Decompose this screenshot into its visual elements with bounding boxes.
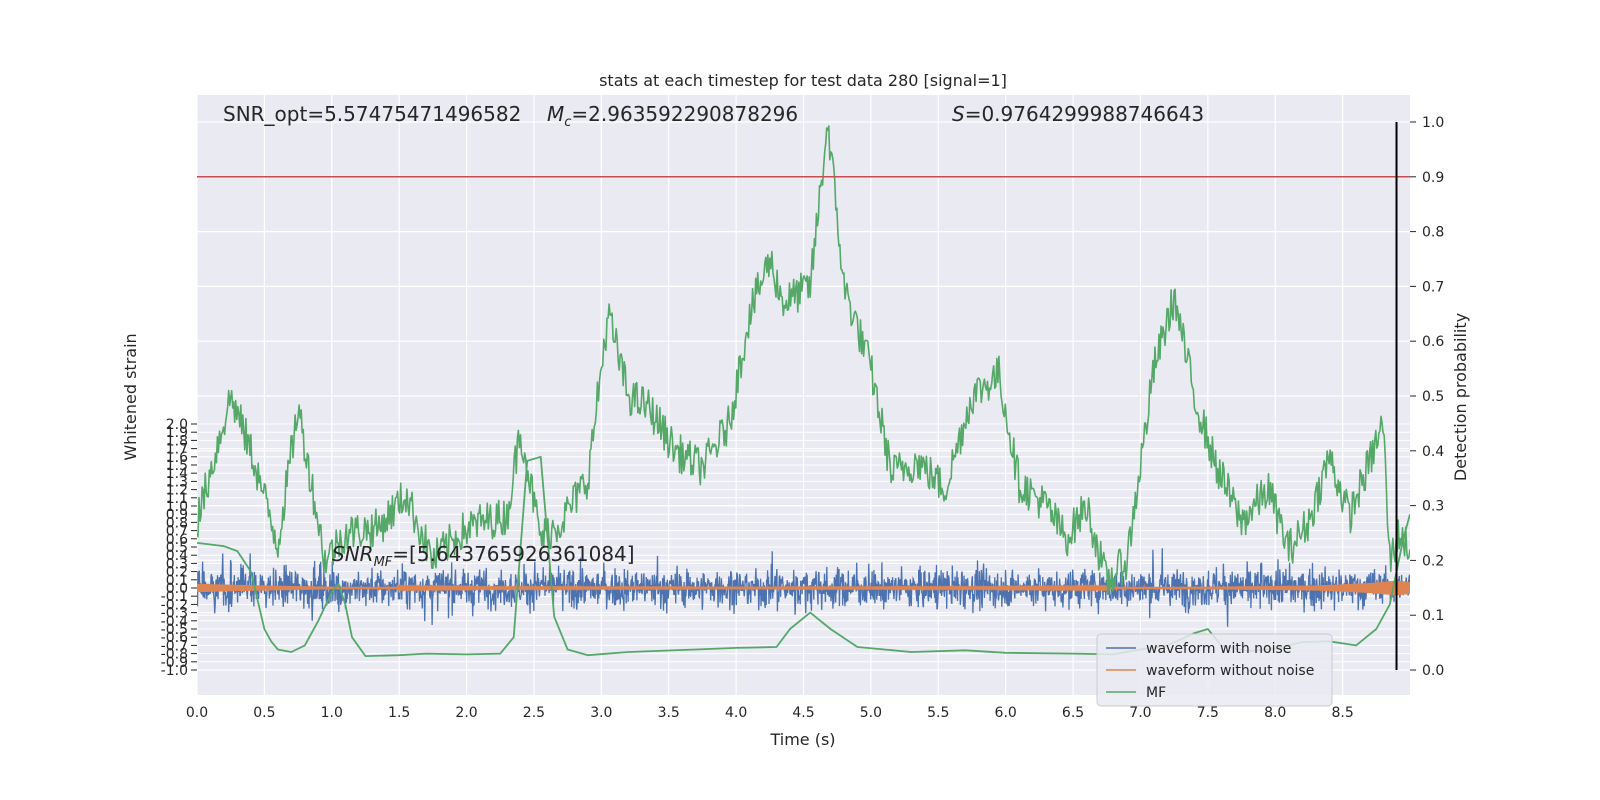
left-tick-label: -0.2	[161, 597, 188, 613]
x-tick-label: 7.5	[1197, 705, 1219, 721]
left-tick-label: 0.8	[166, 515, 188, 531]
legend-box	[1096, 633, 1333, 707]
left-tick-label: 0.3	[166, 556, 188, 572]
left-tick-label: 0.9	[166, 507, 188, 523]
left-tick-label: -0.6	[161, 630, 188, 646]
x-tick-label: 7.0	[1129, 705, 1151, 721]
left-tick-label: 1.2	[166, 483, 188, 499]
left-tick-label: 1.0	[166, 499, 188, 515]
left-tick-label: -1.0	[161, 663, 188, 679]
left-tick-label: -0.8	[161, 647, 188, 663]
right-axis-label: Detection probability	[1451, 313, 1470, 481]
right-tick-label: 0.9	[1422, 170, 1444, 186]
left-tick-label: 0.6	[166, 532, 188, 548]
left-tick-label: 1.7	[166, 442, 188, 458]
x-tick-label: 1.5	[388, 705, 410, 721]
left-tick-label: 1.4	[166, 466, 188, 482]
right-tick-label: 0.8	[1422, 225, 1444, 241]
snr-opt-annotation: SNR_opt=5.57475471496582	[223, 102, 521, 126]
chirp-mass-annotation: Mc=2.963592290878296	[547, 102, 798, 130]
x-tick-label: 3.0	[590, 705, 612, 721]
left-tick-label: 1.5	[166, 458, 188, 474]
snr-mf-annotation: SNRMF=[5.643765926361084]	[332, 542, 635, 570]
left-tick-label: -0.1	[161, 589, 188, 605]
right-tick-label: 0.6	[1422, 334, 1444, 350]
left-tick-label: 2.0	[166, 417, 188, 433]
chart-title: stats at each timestep for test data 280…	[599, 71, 1007, 90]
right-tick-label: 0.4	[1422, 444, 1444, 460]
left-tick-label: -0.7	[161, 638, 188, 654]
series-waveform-without-noise	[197, 580, 1410, 596]
x-axis-ticks: 0.0 0.5 1.0 1.5 2.0 2.5 3.0 3.5 4.0 4.5 5.0 5.5 6.0 6…	[186, 705, 1354, 721]
chirp-mass-value: =2.963592290878296	[571, 102, 798, 126]
series-layer	[197, 122, 1410, 670]
x-tick-label: 1.0	[321, 705, 343, 721]
right-tick-label: 1.0	[1422, 115, 1444, 131]
left-tick-label: 0.4	[166, 548, 188, 564]
s-value: =0.9764299988746643	[965, 102, 1204, 126]
legend-label-clean: waveform without noise	[1146, 663, 1314, 679]
x-tick-label: 5.5	[927, 705, 949, 721]
left-tick-label: -0.9	[161, 655, 188, 671]
left-tick-label: -0.5	[161, 622, 188, 638]
left-tick-label: -0.3	[161, 606, 188, 622]
x-tick-label: 2.0	[455, 705, 477, 721]
left-tick-label: 0.1	[166, 573, 188, 589]
x-tick-label: 3.5	[658, 705, 680, 721]
left-tick-label: 0.5	[166, 540, 188, 556]
x-tick-label: 4.5	[792, 705, 814, 721]
legend: waveform with noise waveform without noi…	[1096, 633, 1333, 707]
left-tick-label: 1.8	[166, 433, 188, 449]
left-tick-label: 0.2	[166, 565, 188, 581]
left-tick-label: 1.1	[166, 491, 188, 507]
x-tick-label: 6.5	[1062, 705, 1084, 721]
left-axis-ticks: -1.0-0.9-0.8-0.7-0.6-0.5-0.4-0.3-0.2-0.1…	[161, 417, 197, 679]
x-tick-label: 6.0	[995, 705, 1017, 721]
right-tick-label: 0.2	[1422, 553, 1444, 569]
right-tick-label: 0.3	[1422, 499, 1444, 515]
right-tick-label: 0.7	[1422, 279, 1444, 295]
legend-label-noisy: waveform with noise	[1146, 641, 1291, 657]
x-tick-label: 0.5	[253, 705, 275, 721]
x-tick-label: 2.5	[523, 705, 545, 721]
right-tick-label: 0.0	[1422, 663, 1444, 679]
right-tick-label: 0.5	[1422, 389, 1444, 405]
left-tick-label: 0.7	[166, 524, 188, 540]
right-tick-label: 0.1	[1422, 608, 1444, 624]
x-tick-label: 5.0	[860, 705, 882, 721]
snr-mf-value: =[5.643765926361084]	[392, 542, 634, 566]
x-tick-label: 8.5	[1331, 705, 1353, 721]
legend-label-mf: MF	[1146, 685, 1166, 701]
x-axis-label: Time (s)	[769, 730, 835, 749]
right-axis-ticks: 0.0 0.1 0.2 0.3 0.4 0.5 0.6 0.7 0.8 0.9 1.0	[1410, 115, 1444, 679]
left-axis-label: Whitened strain	[121, 333, 140, 460]
x-tick-label: 0.0	[186, 705, 208, 721]
left-tick-label: 0.0	[166, 581, 188, 597]
left-tick-label: 1.3	[166, 474, 188, 490]
left-tick-label: 1.6	[166, 450, 188, 466]
x-tick-label: 4.0	[725, 705, 747, 721]
left-tick-label: -0.4	[161, 614, 188, 630]
left-tick-label: 1.9	[166, 425, 188, 441]
series-detection-probability	[197, 125, 1410, 596]
s-annotation: S=0.9764299988746643	[952, 102, 1204, 126]
x-tick-label: 8.0	[1264, 705, 1286, 721]
